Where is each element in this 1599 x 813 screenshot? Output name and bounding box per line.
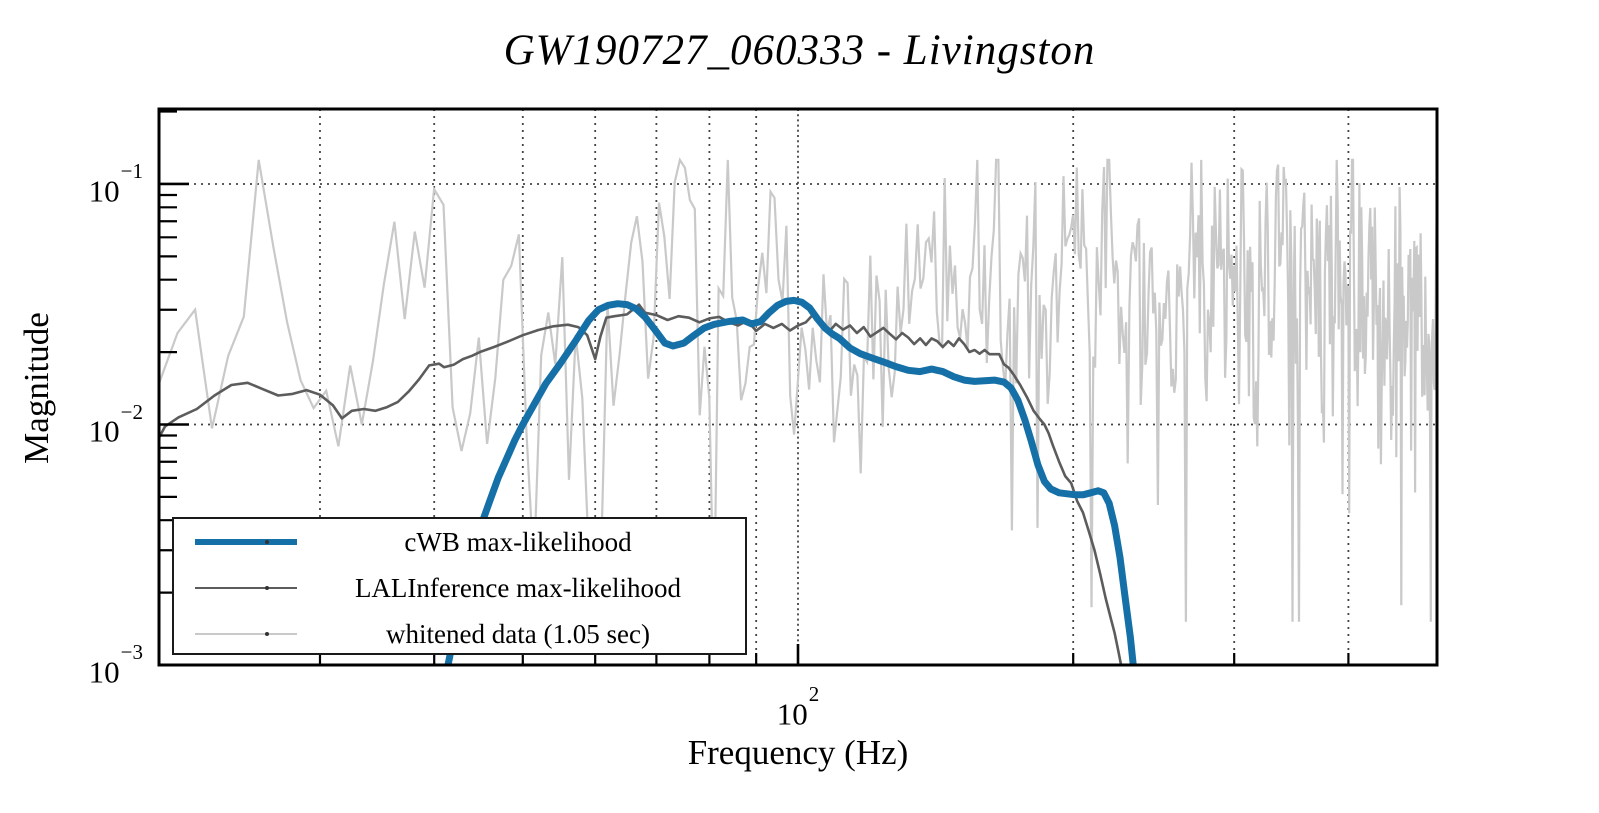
legend-entry-lalinference: LALInference max-likelihood	[174, 565, 745, 611]
cwb-max-likelihood-line	[444, 296, 1137, 665]
y-tick-label-1e-3: 10−3	[88, 640, 143, 690]
series-lines	[159, 157, 1437, 665]
legend-line-sample-lalinference	[195, 586, 297, 590]
y-tick-label-1e-2: 10−2	[88, 399, 143, 449]
y-tick-label-1e-1: 10−1	[88, 159, 143, 209]
legend-line-sample-cwb	[195, 539, 297, 545]
chart-title: GW190727_060333 - Livingston	[503, 27, 1096, 74]
y-axis-label: Magnitude	[17, 312, 56, 464]
legend-marker-dot	[265, 632, 269, 636]
legend: cWB max-likelihood LALInference max-like…	[172, 517, 747, 655]
lalinference-max-likelihood-line	[159, 303, 1123, 665]
legend-label-cwb: cWB max-likelihood	[404, 527, 632, 557]
legend-entry-whitened: whitened data (1.05 sec)	[174, 611, 745, 657]
legend-line-sample-whitened	[195, 632, 297, 636]
plot-frame	[157, 107, 1439, 667]
legend-entry-cwb: cWB max-likelihood	[174, 519, 745, 565]
legend-marker-dot	[265, 586, 269, 590]
x-tick-label-1e2: 102	[776, 682, 820, 732]
legend-label-whitened: whitened data (1.05 sec)	[386, 619, 650, 649]
legend-marker-dot	[265, 540, 269, 544]
x-axis-label: Frequency (Hz)	[687, 733, 909, 772]
legend-label-lalinference: LALInference max-likelihood	[354, 573, 682, 603]
whitened-data-line	[159, 157, 1437, 622]
